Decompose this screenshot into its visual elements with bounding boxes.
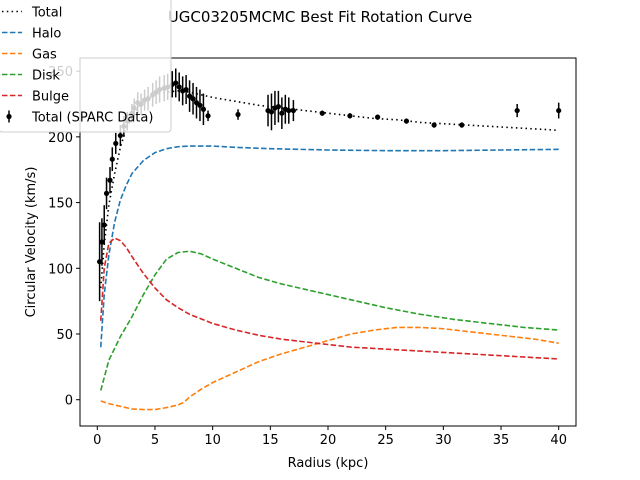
data-point [200, 106, 207, 112]
legend-item-total-sparc-data: Total (SPARC Data) [6, 110, 153, 126]
series-group [97, 68, 562, 411]
x-tick-label: 25 [377, 433, 394, 448]
legend-label: Gas [32, 48, 57, 63]
x-tick-label: 20 [320, 433, 337, 448]
series-line-gas [100, 326, 559, 411]
legend-item-halo: Halo [2, 27, 61, 42]
data-point [319, 110, 325, 116]
legend: Total Halo Gas Disk Bulge Total (SPARC Data) [0, 0, 172, 133]
series-line-bulge [99, 237, 559, 360]
y-tick-label: 100 [48, 262, 73, 277]
data-point [101, 222, 107, 228]
data-point [176, 84, 182, 90]
data-point [190, 96, 196, 102]
data-point [286, 107, 292, 114]
data-point [431, 122, 437, 128]
data-point [235, 111, 241, 118]
y-tick-label: 50 [56, 328, 73, 343]
legend-label: Bulge [32, 90, 69, 105]
data-point [99, 239, 105, 245]
legend-label: Halo [32, 27, 61, 42]
chart-title: UGC03205MCMC Best Fit Rotation Curve [168, 8, 472, 26]
data-point [268, 109, 275, 115]
data-point [514, 107, 520, 114]
data-point [183, 86, 189, 93]
x-tick-label: 30 [435, 433, 452, 448]
x-tick-label: 35 [493, 433, 510, 448]
y-tick-label: 0 [65, 394, 73, 409]
x-tick-label: 10 [204, 433, 221, 448]
legend-item-gas: Gas [2, 48, 57, 63]
plot-area: 0510152025303540050100150200250 [48, 57, 577, 448]
legend-label: Disk [32, 69, 60, 84]
legend-label: Total [31, 6, 62, 21]
legend-item-disk: Disk [2, 69, 60, 84]
y-tick-label: 150 [48, 197, 73, 212]
x-tick-label: 15 [262, 433, 279, 448]
x-tick-label: 5 [151, 433, 159, 448]
data-point [279, 110, 285, 116]
data-point [107, 177, 113, 183]
data-point [290, 107, 296, 114]
legend-swatch-point [6, 113, 12, 120]
legend-item-bulge: Bulge [2, 90, 69, 105]
data-point [556, 107, 562, 114]
data-point [109, 156, 115, 162]
data-point [173, 80, 179, 86]
data-point [113, 140, 119, 147]
series-line-halo [99, 145, 559, 348]
x-axis-label: Radius (kpc) [288, 456, 369, 471]
data-point [117, 132, 123, 139]
y-tick-label: 200 [48, 131, 73, 146]
legend-label: Total (SPARC Data) [31, 111, 153, 126]
data-point [459, 122, 465, 128]
data-point [347, 113, 353, 119]
data-point [97, 259, 103, 265]
data-point [275, 104, 281, 110]
legend-box [0, 0, 172, 133]
legend-item-total: Total [2, 6, 62, 21]
data-point [103, 190, 110, 196]
y-axis-label: Circular Velocity (km/s) [24, 167, 39, 318]
data-point [205, 113, 211, 119]
series-line-disk [99, 250, 559, 391]
x-tick-label: 40 [550, 433, 567, 448]
data-point [375, 114, 381, 120]
data-point [403, 118, 410, 124]
data-point [197, 102, 203, 108]
x-tick-label: 0 [93, 433, 101, 448]
